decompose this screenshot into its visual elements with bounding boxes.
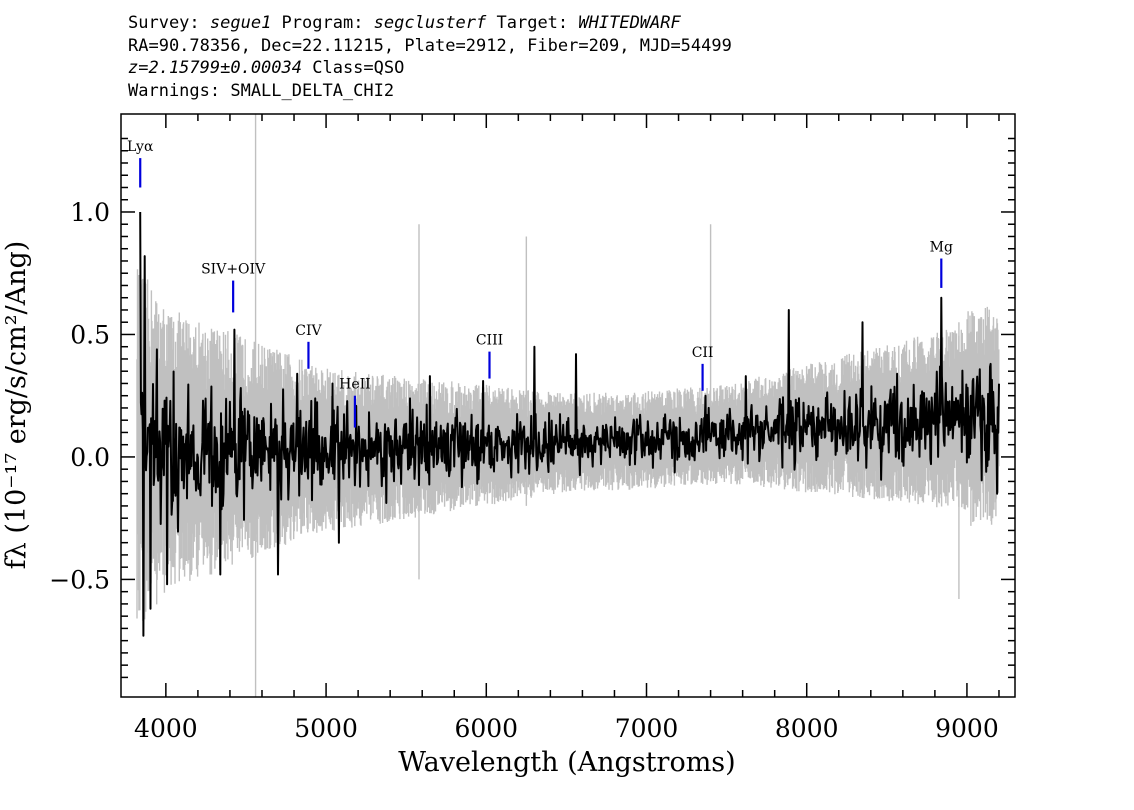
emission-line-label: CII	[692, 345, 714, 361]
class-value: Class=QSO	[302, 58, 405, 78]
program-label: Program:	[271, 13, 374, 33]
emission-line-markers: Lyα SIV+OIV CIV HeII CIII CII Mg	[127, 139, 953, 428]
emission-line-marker: CIV	[295, 323, 323, 369]
y-tick-label: 0.0	[70, 443, 110, 472]
x-axis-title: Wavelength (Angstroms)	[398, 747, 735, 778]
header-line-warnings: Warnings: SMALL_DELTA_CHI2	[128, 80, 395, 101]
emission-line-label: CIII	[476, 333, 503, 349]
flux-line	[139, 211, 1000, 637]
program-value: segclusterf	[373, 13, 487, 33]
emission-line-label: HeII	[339, 377, 371, 393]
spectrum-header: Survey: segue1 Program: segclusterf Targ…	[128, 12, 732, 102]
flux-series	[139, 211, 1000, 637]
noise-envelope-series	[136, 114, 1000, 697]
emission-line-marker: SIV+OIV	[201, 262, 266, 313]
emission-line-marker: Mg	[930, 240, 953, 288]
y-axis-title: fλ (10⁻¹⁷ erg/s/cm²/Ang)	[1, 241, 32, 570]
emission-line-label: CIV	[295, 323, 322, 339]
redshift-value: z=2.15799±0.00034	[128, 58, 302, 78]
x-tick-label: 5000	[294, 714, 358, 743]
y-tick-label: 1.0	[70, 198, 110, 227]
x-tick-label: 9000	[935, 714, 999, 743]
emission-line-marker: HeII	[339, 377, 371, 428]
axis-ticks	[121, 114, 1015, 697]
x-tick-label: 4000	[134, 714, 198, 743]
x-tick-label: 7000	[615, 714, 679, 743]
target-label: Target:	[486, 13, 579, 33]
emission-line-marker: CII	[692, 345, 714, 391]
emission-line-marker: Lyα	[127, 139, 154, 188]
y-tick-label: 0.5	[70, 320, 110, 349]
plot-frame	[120, 113, 1016, 698]
x-tick-label: 6000	[454, 714, 518, 743]
axis-tick-labels: 4000 5000 6000 7000 8000 9000 1.0 0.5 0.0 −0.5	[49, 198, 998, 743]
emission-line-label: Mg	[930, 240, 953, 256]
x-tick-label: 8000	[775, 714, 839, 743]
header-line-redshift: z=2.15799±0.00034 Class=QSO	[128, 57, 732, 80]
survey-label: Survey:	[128, 13, 210, 33]
header-line-coordinates: RA=90.78356, Dec=22.11215, Plate=2912, F…	[128, 35, 732, 56]
emission-line-label: Lyα	[127, 139, 154, 155]
emission-line-marker: CIII	[476, 333, 503, 379]
emission-line-label: SIV+OIV	[201, 262, 266, 278]
survey-value: segue1	[209, 13, 272, 33]
target-value: WHITEDWARF	[578, 13, 681, 33]
header-line-survey: Survey: segue1 Program: segclusterf Targ…	[128, 12, 732, 35]
y-tick-label: −0.5	[49, 565, 110, 594]
